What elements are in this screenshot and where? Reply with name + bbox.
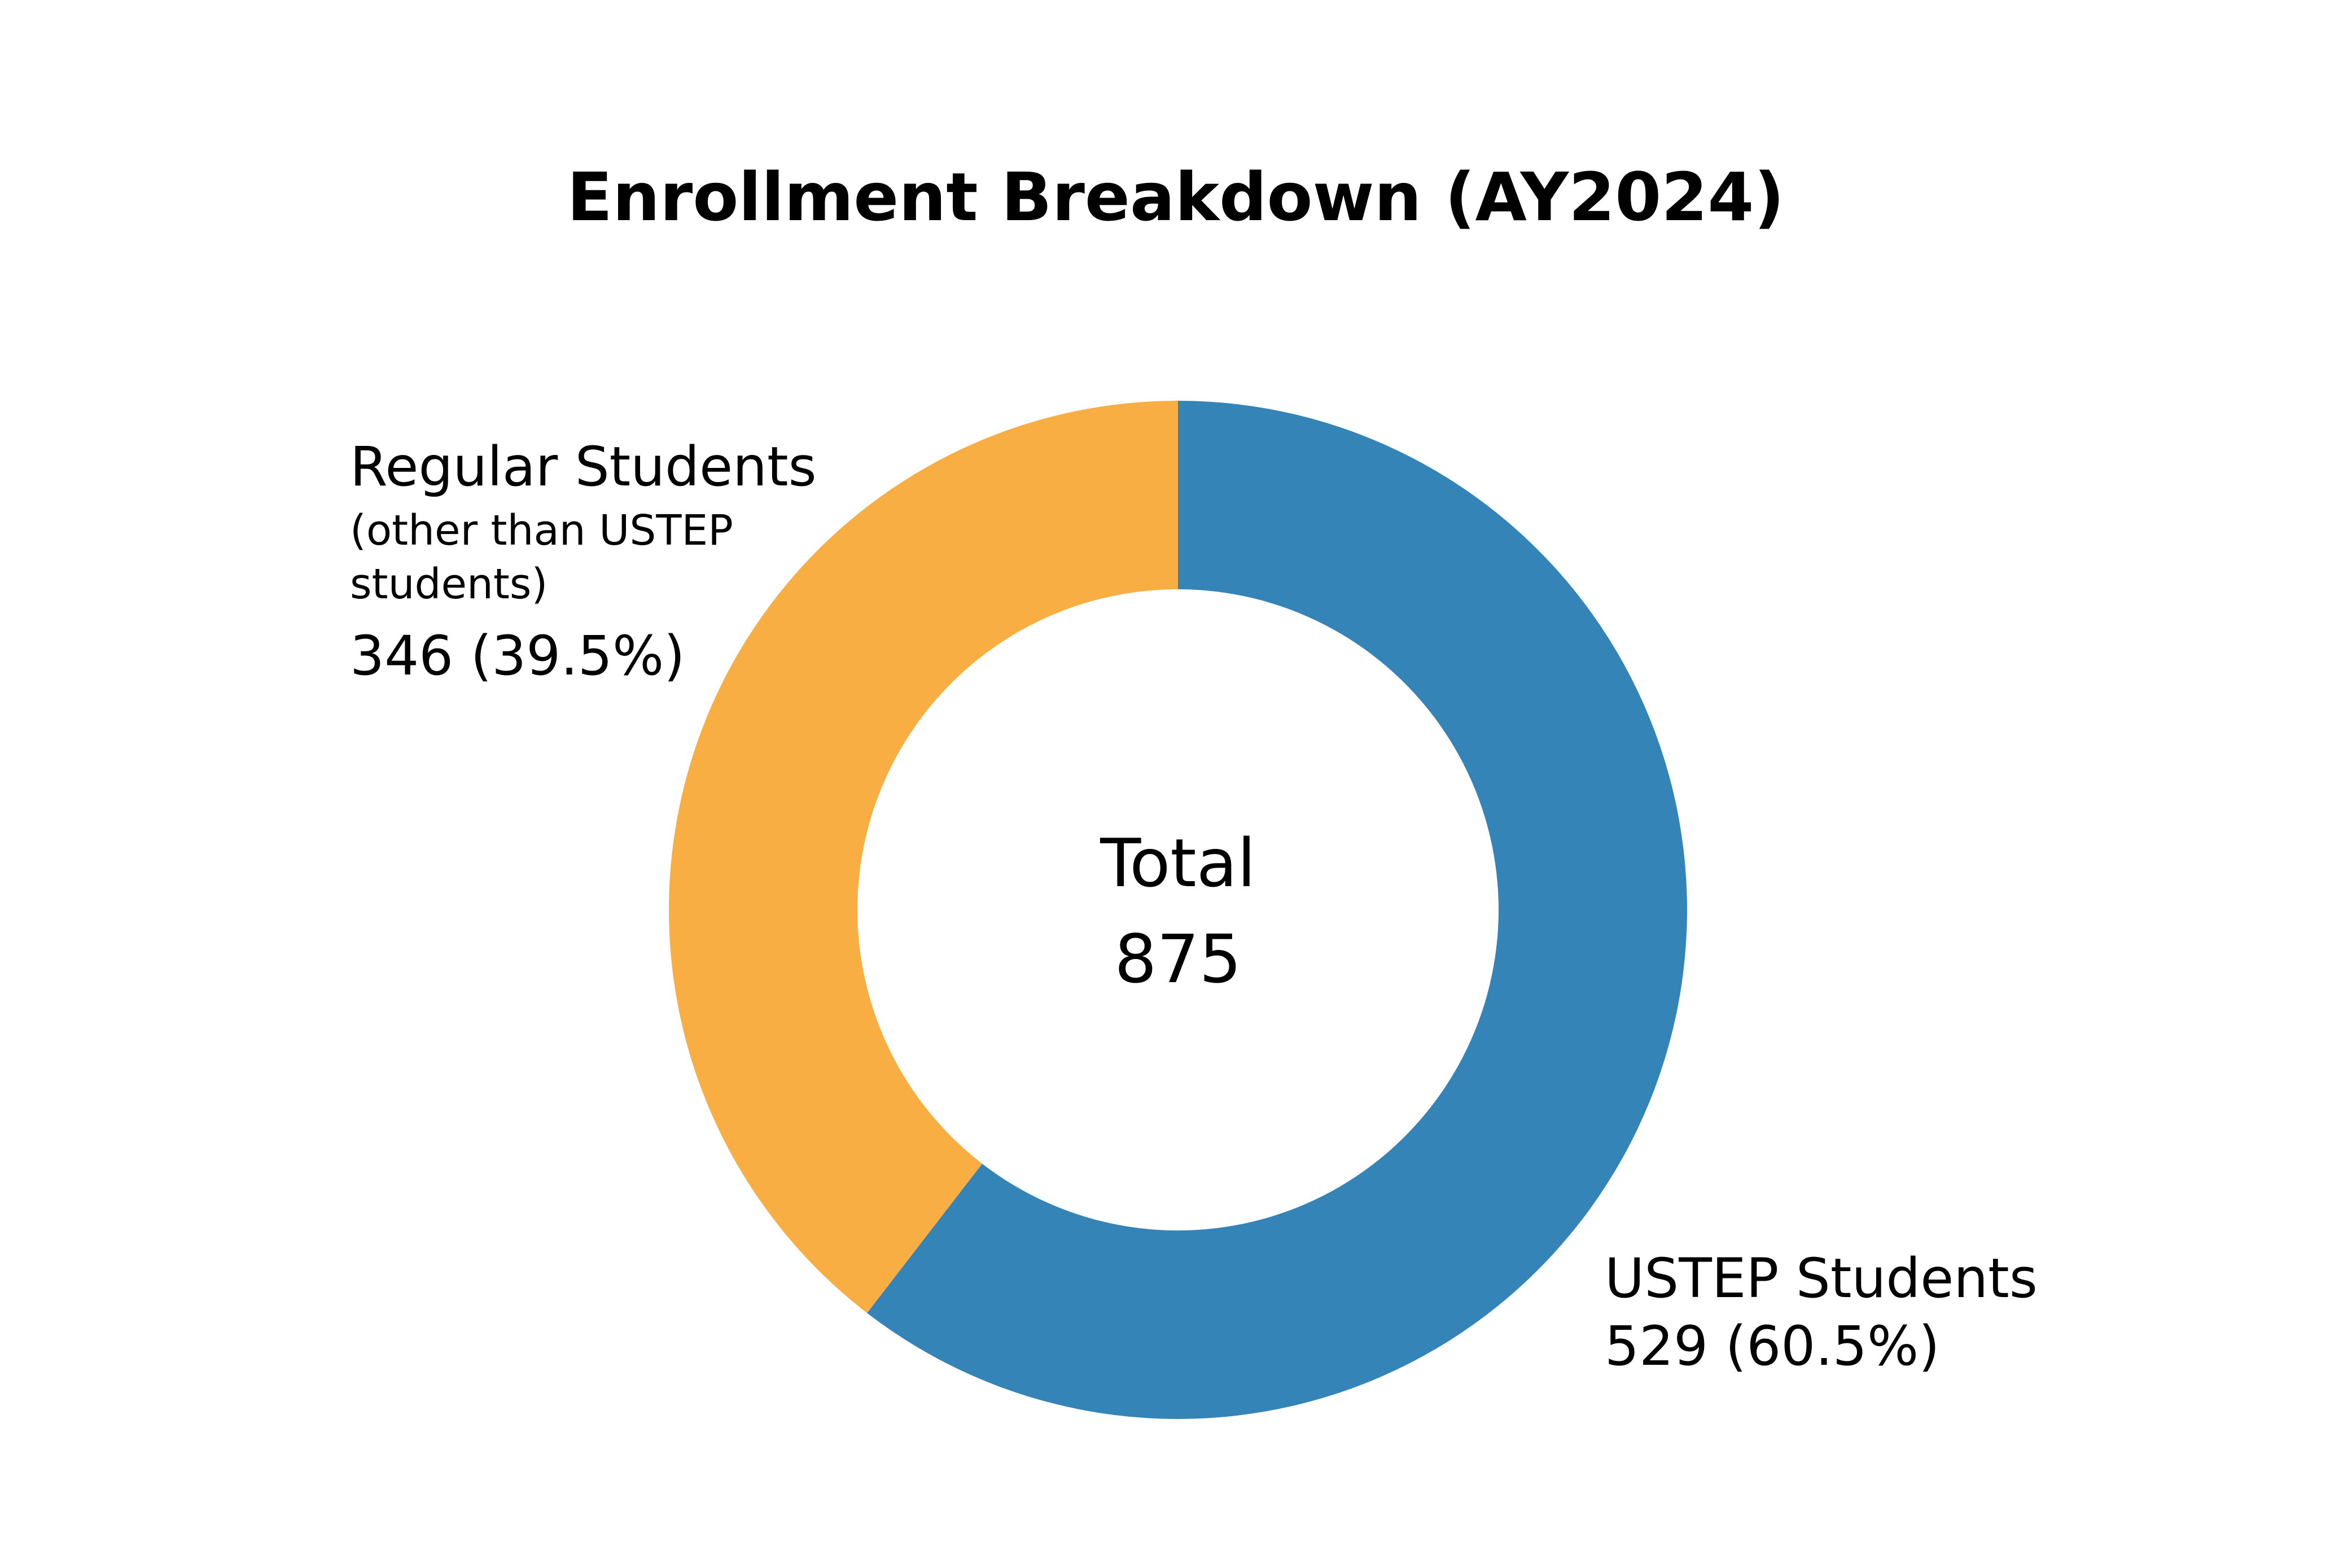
center-total-label: Total <box>1100 824 1256 902</box>
slice-label-ustep: USTEP Students 529 (60.5%) <box>1605 1247 2038 1378</box>
regular-students-note-line1: (other than USTEP <box>350 506 733 555</box>
regular-students-label: Regular Students <box>350 435 817 498</box>
donut-slice-regular-students <box>669 400 1178 1313</box>
ustep-students-label: USTEP Students <box>1605 1247 2038 1310</box>
regular-students-value: 346 (39.5%) <box>350 624 685 687</box>
slice-label-regular: Regular Students (other than USTEP stude… <box>350 435 817 687</box>
center-label: Total 875 <box>1100 824 1256 998</box>
regular-students-note-line2: students) <box>350 560 548 608</box>
donut-slice-ustep-students <box>867 401 1688 1419</box>
center-total-value: 875 <box>1114 920 1241 998</box>
chart-title: Enrollment Breakdown (AY2024) <box>567 158 1785 236</box>
donut-slices <box>669 400 1688 1419</box>
ustep-students-value: 529 (60.5%) <box>1605 1315 1940 1378</box>
